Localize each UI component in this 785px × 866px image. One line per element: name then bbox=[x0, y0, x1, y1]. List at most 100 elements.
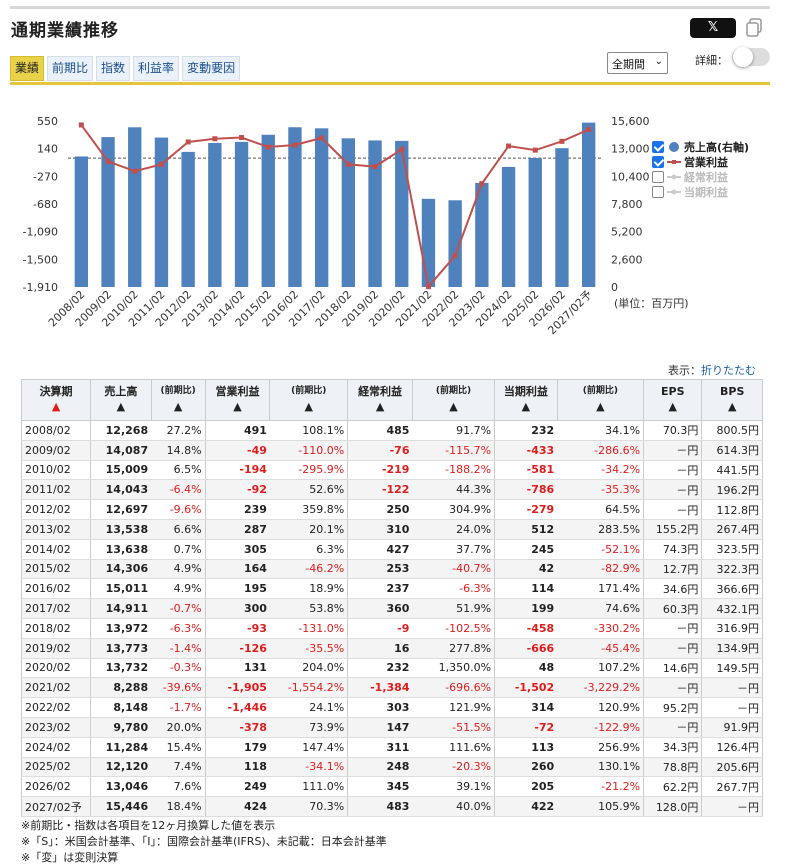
tab-margin[interactable]: 利益率 bbox=[133, 56, 180, 81]
table-cell: 6.3% bbox=[269, 539, 348, 560]
column-header[interactable]: 営業利益 ▲ bbox=[204, 379, 271, 421]
table-cell: 316.9円 bbox=[701, 618, 763, 639]
table-cell: 2013/02 bbox=[20, 519, 91, 540]
column-header[interactable]: (前期比) ▲ bbox=[269, 379, 349, 421]
table-cell: -194 bbox=[204, 460, 270, 481]
table-cell: 12,697 bbox=[90, 499, 152, 520]
right-axis-tick-label: 10,400 bbox=[611, 170, 650, 183]
sort-arrow-icon[interactable]: ▲ bbox=[304, 400, 314, 413]
operating-profit-point bbox=[586, 127, 592, 133]
sort-arrow-icon[interactable]: ▲ bbox=[449, 400, 458, 413]
column-header[interactable]: (前期比) ▲ bbox=[150, 379, 206, 421]
legend-item-sales[interactable]: 売上高(右軸) bbox=[652, 139, 749, 154]
sales-bar bbox=[368, 140, 382, 287]
column-header-label: (前期比) bbox=[435, 386, 472, 396]
table-row: 2024/02 11,284 15.4% 179 147.4% 311 111.6% 113 2… bbox=[20, 737, 763, 758]
table-cell: 256.9% bbox=[557, 737, 644, 758]
sort-arrow-icon[interactable]: ▲ bbox=[375, 400, 385, 413]
tab-results[interactable]: 業績 bbox=[10, 56, 45, 81]
table-cell: 6.6% bbox=[151, 519, 206, 540]
display-label: 表示： bbox=[668, 364, 701, 377]
legend-checkbox[interactable] bbox=[652, 140, 664, 153]
table-cell: 2010/02 bbox=[20, 460, 91, 481]
legend-checkbox[interactable] bbox=[652, 155, 664, 168]
column-header[interactable]: (前期比) ▲ bbox=[411, 379, 496, 421]
table-cell: 483 bbox=[347, 796, 413, 817]
period-select-value: 全期間 bbox=[612, 58, 645, 71]
table-cell: 20.0% bbox=[151, 717, 206, 738]
left-axis-tick-label: -1,500 bbox=[23, 253, 58, 266]
table-cell: 64.5% bbox=[557, 499, 644, 520]
top-divider bbox=[10, 6, 770, 9]
column-header[interactable]: 決算期 ▲ bbox=[20, 379, 92, 421]
operating-profit-point bbox=[399, 146, 405, 152]
column-header[interactable]: 当期利益 ▲ bbox=[494, 379, 558, 421]
table-cell: 2017/02 bbox=[20, 598, 91, 619]
table-row: 2026/02 13,046 7.6% 249 111.0% 345 39.1% 205 -21… bbox=[20, 776, 763, 798]
column-header[interactable]: EPS ▲ bbox=[643, 379, 703, 421]
table-cell: 360 bbox=[347, 598, 413, 619]
sort-arrow-icon[interactable]: ▲ bbox=[521, 400, 531, 413]
table-cell: 105.9% bbox=[557, 796, 644, 817]
legend-item-ordinary[interactable]: 経常利益 bbox=[652, 169, 749, 184]
table-row: 2016/02 15,011 4.9% 195 18.9% 237 -6.3% 114 171.… bbox=[20, 578, 763, 600]
sales-bar bbox=[475, 182, 489, 287]
table-cell: -102.5% bbox=[412, 618, 495, 639]
tab-index[interactable]: 指数 bbox=[96, 56, 131, 81]
table-cell: 78.8円 bbox=[643, 757, 702, 778]
sort-arrow-icon[interactable]: ▲ bbox=[596, 400, 605, 413]
sort-arrow-icon[interactable]: ▲ bbox=[668, 400, 677, 413]
detail-toggle[interactable] bbox=[732, 47, 770, 67]
legend-item-operating[interactable]: 営業利益 bbox=[652, 154, 749, 169]
legend-checkbox[interactable] bbox=[652, 170, 664, 183]
right-axis-tick-label: 0 bbox=[611, 281, 618, 294]
operating-profit-point bbox=[185, 139, 191, 145]
table-cell: 491 bbox=[204, 420, 270, 441]
table-cell: －円 bbox=[643, 440, 702, 461]
sort-arrow-icon[interactable]: ▲ bbox=[116, 400, 126, 413]
notes: ※前期比・指数は各項目を12ヶ月換算した値を表示 ※「S」：米国会計基準、「I」… bbox=[21, 818, 387, 866]
x-share-button[interactable]: 𝕏 bbox=[690, 18, 736, 38]
period-select[interactable]: 全期間 ⌄ bbox=[607, 52, 668, 74]
table-cell: 171.4% bbox=[557, 578, 644, 600]
tab-factors[interactable]: 変動要因 bbox=[182, 56, 241, 81]
column-header[interactable]: BPS ▲ bbox=[701, 379, 763, 421]
table-cell: －円 bbox=[701, 796, 763, 817]
legend-checkbox[interactable] bbox=[652, 185, 664, 198]
table-row: 2015/02 14,306 4.9% 164 -46.2% 253 -40.7% 42 -82… bbox=[20, 559, 763, 580]
sort-arrow-icon[interactable]: ▲ bbox=[51, 400, 61, 413]
table-cell: 34.3円 bbox=[643, 737, 702, 758]
column-header[interactable]: (前期比) ▲ bbox=[556, 379, 645, 421]
sort-arrow-icon[interactable]: ▲ bbox=[233, 400, 242, 413]
sales-bar bbox=[208, 142, 222, 287]
table-cell: 237 bbox=[347, 578, 413, 600]
table-cell: 441.5円 bbox=[701, 460, 763, 481]
unit-label: (単位：百万円) bbox=[614, 297, 689, 310]
sort-arrow-icon[interactable]: ▲ bbox=[173, 400, 183, 413]
table-row: 2012/02 12,697 -9.6% 239 359.8% 250 304.9% -279… bbox=[20, 499, 763, 520]
table-cell: 2027/02予 bbox=[20, 796, 91, 817]
table-body: 2008/02 12,268 27.2% 491 108.1% 485 91.7% 232 34… bbox=[20, 420, 763, 817]
table-cell: 485 bbox=[347, 420, 413, 441]
table-cell: 287 bbox=[204, 519, 270, 540]
column-header[interactable]: 売上高 ▲ bbox=[90, 379, 152, 421]
copy-icon[interactable] bbox=[745, 18, 763, 38]
table-cell: -34.2% bbox=[557, 460, 644, 481]
table-cell: 18.9% bbox=[269, 578, 348, 600]
column-header[interactable]: 経常利益 ▲ bbox=[347, 379, 413, 421]
legend-item-net[interactable]: 当期利益 bbox=[652, 184, 749, 199]
toggle-knob bbox=[733, 47, 753, 67]
table-cell: 204.0% bbox=[269, 658, 348, 679]
table-cell: 314 bbox=[494, 697, 558, 718]
bar-series-marker-icon bbox=[669, 141, 679, 152]
sort-arrow-icon[interactable]: ▲ bbox=[727, 400, 737, 413]
table-cell: 126.4円 bbox=[701, 737, 763, 758]
table-cell: 427 bbox=[347, 539, 413, 560]
tab-yoy[interactable]: 前期比 bbox=[47, 56, 94, 81]
column-header-label: (前期比) bbox=[582, 386, 618, 396]
table-cell: 249 bbox=[204, 776, 270, 798]
fold-link[interactable]: 折りたたむ bbox=[701, 364, 756, 377]
table-cell: 14,306 bbox=[90, 559, 152, 580]
table-cell: 113 bbox=[494, 737, 558, 758]
table-cell: -1.7% bbox=[151, 697, 206, 718]
